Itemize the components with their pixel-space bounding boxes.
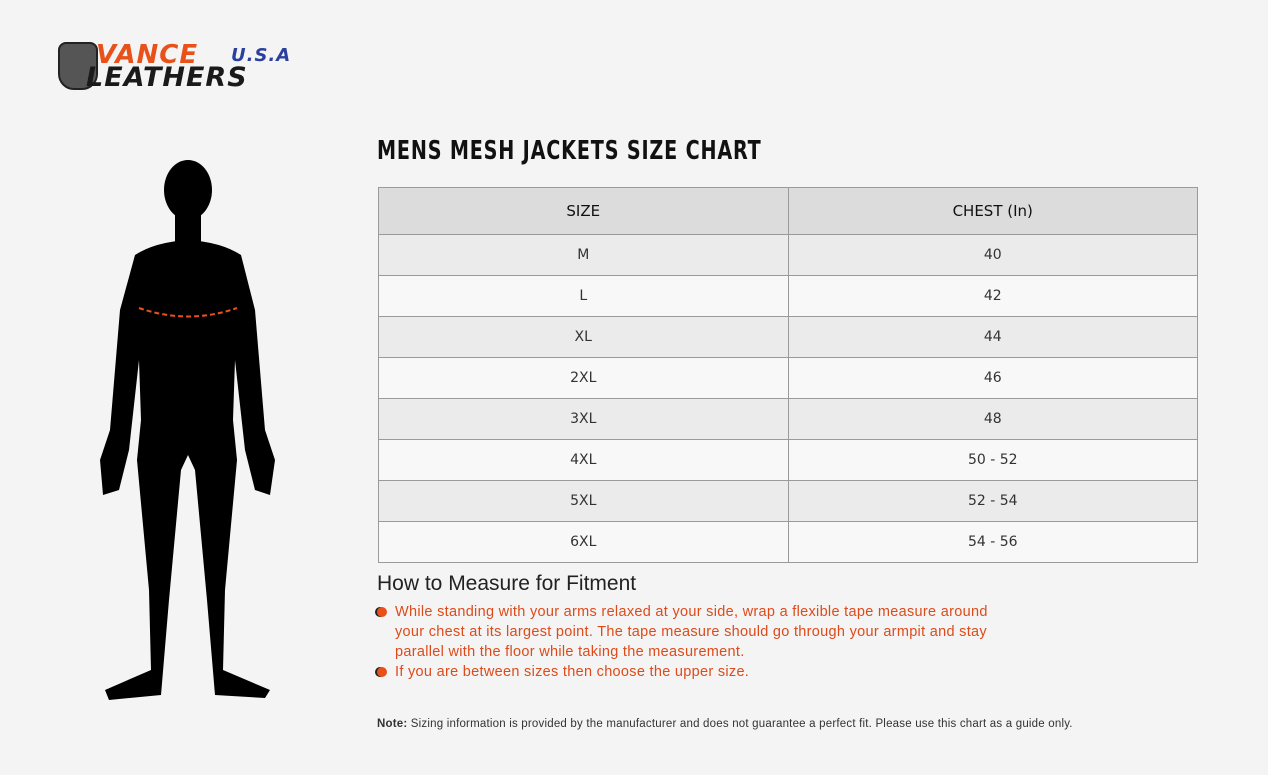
table-row: 3XL 48 <box>378 398 1198 440</box>
size-cell: 2XL <box>378 357 789 399</box>
size-chart-table: SIZE CHEST (In) M 40 L 42 XL 44 2XL 46 3XL 48 4XL 5… <box>378 187 1198 563</box>
table-row: 2XL 46 <box>378 357 1198 399</box>
size-cell: L <box>378 275 789 317</box>
table-row: 4XL 50 - 52 <box>378 439 1198 481</box>
chest-cell: 46 <box>787 357 1198 399</box>
size-cell: 5XL <box>378 480 789 522</box>
note-label: Note: <box>377 718 408 730</box>
size-cell: M <box>378 234 789 276</box>
logo-text-usa: U.S.A <box>231 45 292 66</box>
table-header-row: SIZE CHEST (In) <box>378 187 1198 235</box>
list-item: While standing with your arms relaxed at… <box>377 602 997 662</box>
chest-tape-measure-line <box>138 307 238 318</box>
size-cell: 3XL <box>378 398 789 440</box>
chest-cell: 40 <box>787 234 1198 276</box>
column-header-size: SIZE <box>378 187 789 235</box>
logo-text-vance: VANCE <box>96 40 199 70</box>
how-to-measure-heading: How to Measure for Fitment <box>377 572 637 595</box>
disclaimer-note: Note: Sizing information is provided by … <box>377 718 1073 730</box>
chest-cell: 48 <box>787 398 1198 440</box>
table-row: 6XL 54 - 56 <box>378 521 1198 563</box>
column-header-chest: CHEST (In) <box>787 187 1198 235</box>
chest-cell: 54 - 56 <box>787 521 1198 563</box>
bullet-icon <box>377 607 387 617</box>
table-row: XL 44 <box>378 316 1198 358</box>
body-silhouette-illustration <box>100 160 275 700</box>
chest-cell: 44 <box>787 316 1198 358</box>
page-title: MENS MESH JACKETS SIZE CHART <box>377 136 762 166</box>
table-row: L 42 <box>378 275 1198 317</box>
engine-emblem-icon <box>58 42 98 90</box>
chest-cell: 42 <box>787 275 1198 317</box>
note-text: Sizing information is provided by the ma… <box>410 718 1073 730</box>
list-item: If you are between sizes then choose the… <box>377 662 997 682</box>
measure-instructions-list: While standing with your arms relaxed at… <box>377 602 997 682</box>
instruction-text: If you are between sizes then choose the… <box>395 664 750 680</box>
size-cell: 4XL <box>378 439 789 481</box>
chest-cell: 52 - 54 <box>787 480 1198 522</box>
instruction-text: While standing with your arms relaxed at… <box>395 604 988 660</box>
table-row: 5XL 52 - 54 <box>378 480 1198 522</box>
bullet-icon <box>377 667 387 677</box>
chest-cell: 50 - 52 <box>787 439 1198 481</box>
size-cell: 6XL <box>378 521 789 563</box>
size-cell: XL <box>378 316 789 358</box>
table-row: M 40 <box>378 234 1198 276</box>
logo-text-leathers: LEATHERS <box>86 62 248 93</box>
brand-logo[interactable]: VANCE U.S.A LEATHERS <box>56 38 296 93</box>
